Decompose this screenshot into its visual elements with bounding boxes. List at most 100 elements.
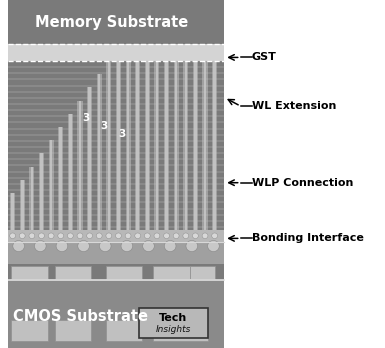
Circle shape <box>10 233 15 239</box>
Bar <box>98 74 100 233</box>
Bar <box>156 61 158 233</box>
Bar <box>174 61 179 233</box>
Text: 3: 3 <box>100 121 108 131</box>
Circle shape <box>121 240 133 252</box>
Bar <box>106 266 142 279</box>
Bar <box>154 61 159 233</box>
Bar <box>68 114 73 233</box>
Bar <box>164 61 169 233</box>
Bar <box>194 61 197 233</box>
Bar <box>8 242 224 264</box>
Bar <box>12 320 48 341</box>
Circle shape <box>143 240 154 252</box>
Circle shape <box>96 233 102 239</box>
Bar <box>183 61 188 233</box>
Circle shape <box>38 233 44 239</box>
Bar <box>29 167 34 233</box>
Bar <box>55 266 92 279</box>
Text: WL Extension: WL Extension <box>251 101 336 111</box>
Bar <box>39 153 44 233</box>
Bar <box>20 180 25 233</box>
Circle shape <box>19 233 25 239</box>
Bar <box>184 61 187 233</box>
Bar <box>213 61 216 233</box>
Bar <box>146 61 149 233</box>
Bar <box>12 193 14 233</box>
Bar <box>127 61 129 233</box>
Circle shape <box>106 233 112 239</box>
Bar <box>8 280 224 348</box>
Text: Memory Substrate: Memory Substrate <box>35 15 188 30</box>
Bar <box>8 44 224 61</box>
Bar <box>126 61 131 233</box>
Bar <box>79 101 81 233</box>
Circle shape <box>192 233 198 239</box>
Circle shape <box>202 233 208 239</box>
Circle shape <box>67 233 73 239</box>
Bar <box>30 167 33 233</box>
Bar <box>69 114 72 233</box>
Bar <box>107 61 110 233</box>
Bar <box>145 61 150 233</box>
Bar <box>88 87 91 233</box>
Bar <box>21 180 23 233</box>
Text: Insights: Insights <box>156 325 191 334</box>
Bar <box>77 101 82 233</box>
Bar <box>153 266 190 279</box>
Circle shape <box>125 233 131 239</box>
Circle shape <box>87 233 92 239</box>
Bar <box>8 0 224 280</box>
Circle shape <box>48 233 54 239</box>
Circle shape <box>208 240 219 252</box>
Text: 3: 3 <box>119 129 126 139</box>
Bar <box>212 61 217 233</box>
Circle shape <box>173 233 179 239</box>
Bar <box>106 61 111 233</box>
Bar <box>55 320 92 341</box>
Circle shape <box>186 240 198 252</box>
Bar <box>135 61 140 233</box>
Circle shape <box>77 233 83 239</box>
Bar <box>193 61 198 233</box>
Text: Bonding Interface: Bonding Interface <box>251 234 363 243</box>
Text: Tech: Tech <box>159 313 187 323</box>
Bar <box>139 308 208 338</box>
Circle shape <box>183 233 189 239</box>
Bar <box>50 140 52 233</box>
Circle shape <box>35 240 46 252</box>
Bar <box>204 61 206 233</box>
Bar <box>116 61 121 233</box>
Circle shape <box>212 233 218 239</box>
Circle shape <box>116 233 121 239</box>
Bar <box>136 61 139 233</box>
Circle shape <box>135 233 141 239</box>
Text: CMOS Substrate: CMOS Substrate <box>13 309 148 324</box>
Bar <box>12 266 48 279</box>
Circle shape <box>164 233 169 239</box>
Bar <box>10 193 15 233</box>
Circle shape <box>164 240 176 252</box>
Bar <box>203 61 208 233</box>
Circle shape <box>78 240 89 252</box>
Circle shape <box>99 240 111 252</box>
Bar <box>175 61 177 233</box>
Bar <box>153 320 208 341</box>
Bar <box>49 140 54 233</box>
Bar <box>165 61 168 233</box>
Circle shape <box>144 233 150 239</box>
Circle shape <box>56 240 68 252</box>
Bar <box>40 153 43 233</box>
Bar <box>97 74 102 233</box>
Circle shape <box>58 233 64 239</box>
Circle shape <box>154 233 160 239</box>
Bar <box>106 320 142 341</box>
Text: 3: 3 <box>82 113 90 123</box>
Bar <box>190 266 215 279</box>
Bar <box>58 127 63 233</box>
Text: GST: GST <box>251 53 276 62</box>
Circle shape <box>29 233 35 239</box>
Bar <box>117 61 120 233</box>
Bar <box>87 87 92 233</box>
Circle shape <box>13 240 25 252</box>
Text: WLP Connection: WLP Connection <box>251 178 353 188</box>
